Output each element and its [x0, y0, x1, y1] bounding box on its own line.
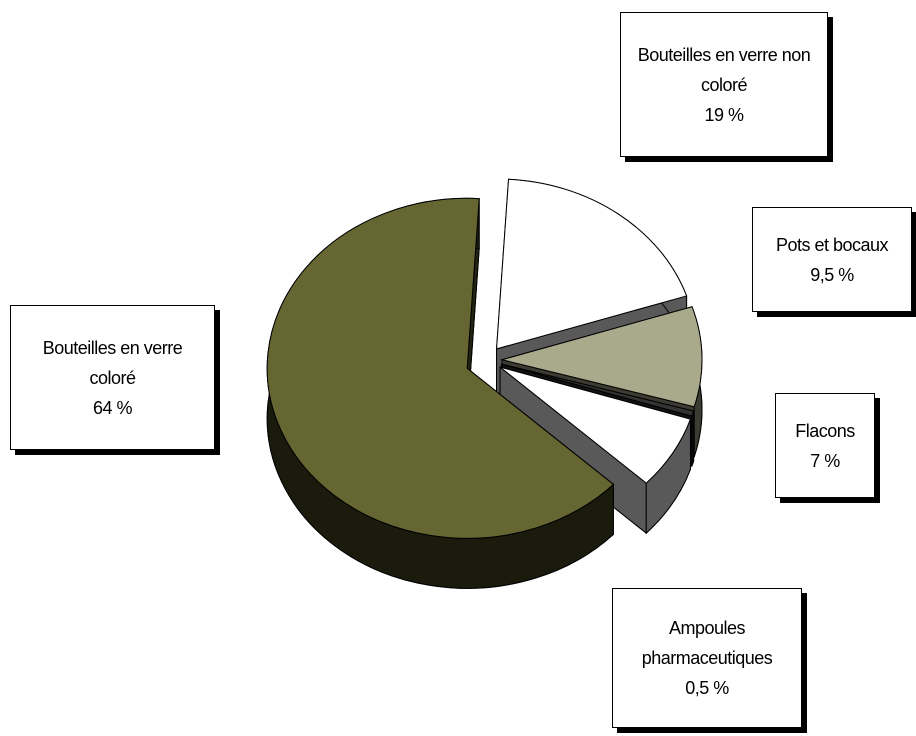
- slice: [266, 197, 615, 539]
- value-label: 9,5 %: [810, 264, 854, 285]
- label-box: Flacons 7 %: [775, 393, 875, 498]
- label-box: Bouteilles en verre non coloré 19 %: [620, 12, 828, 157]
- value-label: 19 %: [704, 104, 744, 125]
- slice-label: Ampoules pharmaceutiques: [641, 618, 773, 668]
- value-label: 7 %: [810, 450, 840, 471]
- slice-label: Flacons: [795, 420, 855, 441]
- slice: [501, 363, 695, 417]
- label-box: Ampoules pharmaceutiques 0,5 %: [612, 588, 802, 728]
- value-label: 0,5 %: [685, 678, 729, 698]
- slice-label: Pots et bocaux: [775, 234, 889, 255]
- value-label: 64 %: [92, 397, 133, 418]
- slice-side: [691, 410, 695, 467]
- label-box: Bouteilles en verre coloré 64 %: [10, 305, 215, 450]
- slice: [499, 366, 692, 484]
- slice-label: Bouteilles en verre coloré: [42, 337, 183, 388]
- slice: [496, 178, 688, 350]
- slice: [500, 306, 703, 408]
- label-box: Pots et bocaux 9,5 %: [752, 207, 912, 312]
- slice-label: Bouteilles en verre non coloré: [637, 44, 811, 95]
